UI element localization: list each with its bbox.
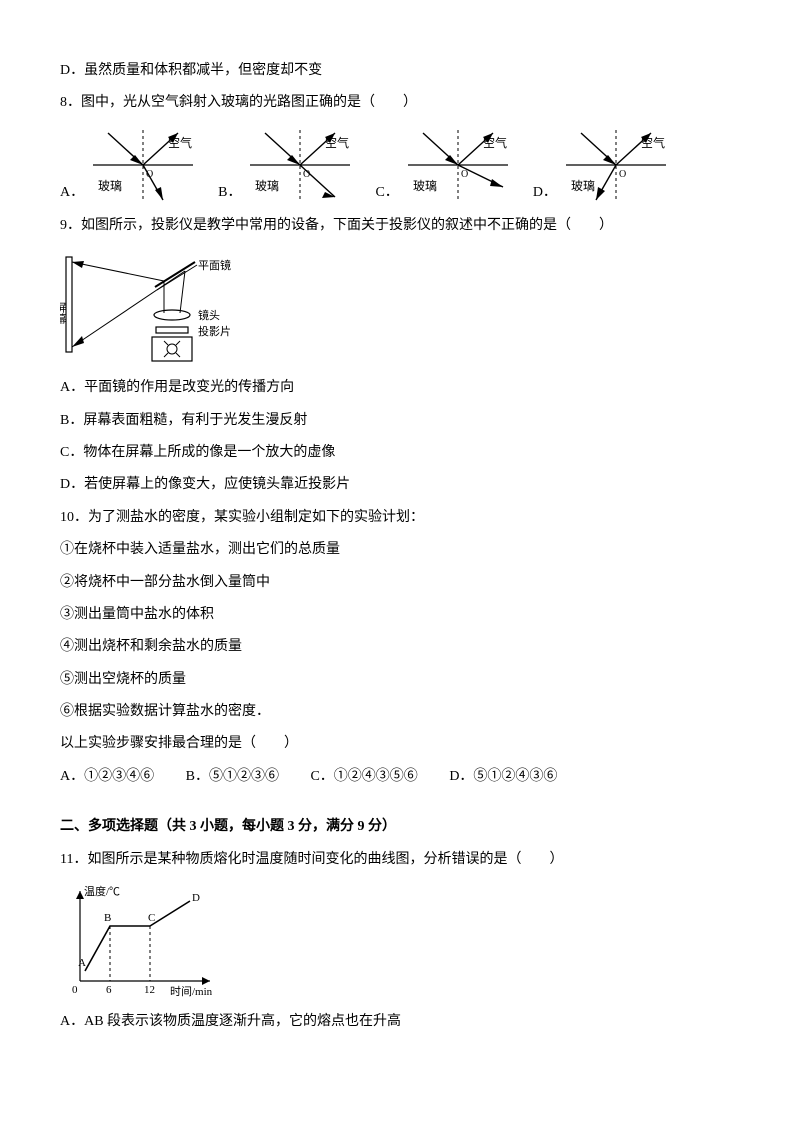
o-label: O — [146, 169, 153, 180]
q8-label-a: A． — [60, 182, 84, 204]
svg-text:A: A — [78, 957, 86, 969]
svg-text:6: 6 — [106, 984, 112, 996]
svg-text:平面镜: 平面镜 — [198, 258, 231, 272]
q8-options-row: A． 空气 玻璃 O B． — [60, 125, 740, 205]
svg-text:空气: 空气 — [641, 135, 665, 150]
svg-text:12: 12 — [144, 984, 155, 996]
air-label: 空气 — [168, 135, 192, 150]
refraction-diagram-b: 空气 玻璃 O — [245, 125, 355, 205]
q10-step-2: ②将烧杯中一部分盐水倒入量筒中 — [60, 572, 740, 594]
svg-text:玻璃: 玻璃 — [255, 179, 279, 193]
svg-text:O: O — [461, 169, 468, 180]
q8-stem: 8．图中，光从空气斜射入玻璃的光路图正确的是（ ） — [60, 92, 740, 114]
melting-curve-diagram: 温度/℃ 时间/min A B C D 0 6 12 — [60, 881, 740, 1001]
q10-option-a: A．①②③④⑥ — [60, 769, 154, 784]
svg-text:玻璃: 玻璃 — [571, 179, 595, 193]
svg-text:C: C — [148, 912, 155, 924]
q9-option-b: B．屏幕表面粗糙，有利于光发生漫反射 — [60, 410, 740, 432]
glass-label: 玻璃 — [98, 179, 122, 193]
svg-text:屏幕: 屏幕 — [60, 302, 67, 325]
q8-option-b: B． 空气 玻璃 O — [218, 125, 355, 205]
svg-text:空气: 空气 — [483, 135, 507, 150]
refraction-diagram-d: 空气 玻璃 O — [561, 125, 671, 205]
q10-stem: 10．为了测盐水的密度，某实验小组制定如下的实验计划： — [60, 507, 740, 529]
q8-label-c: C． — [375, 182, 398, 204]
q10-step-6: ⑥根据实验数据计算盐水的密度． — [60, 701, 740, 723]
svg-text:镜头: 镜头 — [198, 308, 220, 322]
q9-stem: 9．如图所示，投影仪是教学中常用的设备，下面关于投影仪的叙述中不正确的是（ ） — [60, 215, 740, 237]
svg-text:D: D — [192, 892, 200, 904]
projector-diagram: 屏幕 平面镜 镜头 投影片 — [60, 247, 740, 367]
q10-step-4: ④测出烧杯和剩余盐水的质量 — [60, 636, 740, 658]
svg-text:O: O — [303, 169, 310, 180]
q10-step-3: ③测出量筒中盐水的体积 — [60, 604, 740, 626]
svg-text:温度/℃: 温度/℃ — [84, 884, 120, 898]
q8-option-a: A． 空气 玻璃 O — [60, 125, 198, 205]
q9-option-d: D．若使屏幕上的像变大，应使镜头靠近投影片 — [60, 474, 740, 496]
refraction-diagram-c: 空气 玻璃 O — [403, 125, 513, 205]
q9-option-a: A．平面镜的作用是改变光的传播方向 — [60, 377, 740, 399]
q8-option-c: C． 空气 玻璃 O — [375, 125, 512, 205]
svg-text:时间/min: 时间/min — [170, 985, 213, 998]
q7-option-d: D．虽然质量和体积都减半，但密度却不变 — [60, 60, 740, 82]
svg-text:O: O — [619, 169, 626, 180]
svg-text:投影片: 投影片 — [198, 324, 231, 338]
q10-step-5: ⑤测出空烧杯的质量 — [60, 669, 740, 691]
q10-option-b: B．⑤①②③⑥ — [186, 769, 279, 784]
q10-options: A．①②③④⑥ B．⑤①②③⑥ C．①②④③⑤⑥ D．⑤①②④③⑥ — [60, 766, 740, 788]
svg-text:玻璃: 玻璃 — [413, 179, 437, 193]
svg-text:0: 0 — [72, 984, 78, 996]
svg-text:空气: 空气 — [325, 135, 349, 150]
q8-label-d: D． — [533, 182, 557, 204]
q10-tail: 以上实验步骤安排最合理的是（ ） — [60, 733, 740, 755]
q11-option-a: A．AB 段表示该物质温度逐渐升高，它的熔点也在升高 — [60, 1011, 740, 1033]
svg-text:B: B — [104, 912, 111, 924]
q10-option-d: D．⑤①②④③⑥ — [449, 769, 557, 784]
q10-step-1: ①在烧杯中装入适量盐水，测出它们的总质量 — [60, 539, 740, 561]
section-2-title: 二、多项选择题（共 3 小题，每小题 3 分，满分 9 分） — [60, 816, 740, 838]
q10-option-c: C．①②④③⑤⑥ — [310, 769, 417, 784]
q8-option-d: D． 空气 玻璃 O — [533, 125, 671, 205]
q8-label-b: B． — [218, 182, 241, 204]
q9-option-c: C．物体在屏幕上所成的像是一个放大的虚像 — [60, 442, 740, 464]
refraction-diagram-a: 空气 玻璃 O — [88, 125, 198, 205]
q11-stem: 11．如图所示是某种物质熔化时温度随时间变化的曲线图，分析错误的是（ ） — [60, 849, 740, 871]
